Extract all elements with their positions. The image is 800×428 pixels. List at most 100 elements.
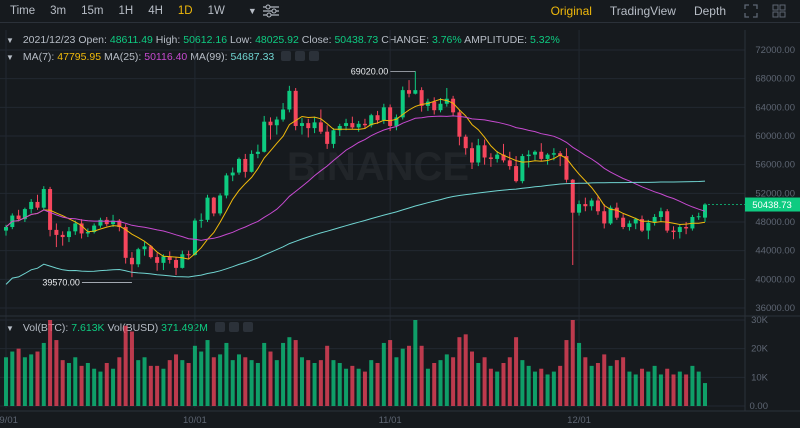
tf-3m[interactable]: 3m: [50, 5, 67, 17]
candle-body: [299, 123, 304, 126]
volume-bar: [589, 365, 594, 406]
change-label: CHANGE:: [381, 34, 430, 46]
volume-bar: [526, 365, 531, 406]
candle-body: [243, 158, 248, 172]
view-original[interactable]: Original: [550, 4, 592, 18]
candle-body: [470, 148, 474, 163]
candle-body: [507, 160, 512, 167]
candle-date: 2021/12/23: [22, 34, 76, 46]
candle-body: [22, 209, 27, 220]
volume-bar: [658, 374, 663, 406]
candle-body: [148, 246, 153, 258]
price-tick-label: 52000.00: [755, 188, 795, 199]
fullscreen-icon[interactable]: [744, 4, 758, 18]
collapse-volume-icon[interactable]: ▼: [6, 324, 14, 333]
candle-body: [16, 215, 21, 220]
volume-bar: [507, 357, 512, 406]
volume-bar: [142, 357, 147, 406]
candle-body: [583, 204, 588, 207]
eye-icon[interactable]: [281, 51, 292, 61]
volume-bar: [155, 365, 160, 406]
candle-body: [696, 216, 701, 218]
volume-bar: [381, 342, 386, 406]
close-icon[interactable]: [309, 51, 320, 61]
volume-bar: [318, 360, 323, 406]
candle-body: [602, 211, 607, 224]
candle-body: [274, 119, 279, 126]
vol-btc-value: 7.613K: [71, 322, 105, 334]
ma25-value: 50116.40: [144, 51, 188, 63]
candle-body: [413, 90, 418, 94]
candle-body: [199, 219, 204, 221]
volume-bar: [199, 351, 204, 406]
volume-bar: [205, 340, 210, 406]
collapse-ohlc-icon[interactable]: ▼: [6, 36, 14, 45]
price-tick-label: 72000.00: [755, 45, 795, 56]
volume-bar: [602, 354, 607, 406]
vol-btc-label: Vol(BTC):: [22, 322, 69, 334]
date-tick-label: 10/01: [183, 415, 207, 426]
view-depth[interactable]: Depth: [693, 4, 726, 18]
volume-bar: [325, 345, 330, 406]
volume-bar: [684, 374, 689, 406]
candle-body: [155, 257, 160, 263]
vol-busd-value: 371.492M: [161, 322, 208, 334]
grid-layout-icon[interactable]: [772, 4, 786, 18]
volume-bar: [394, 357, 399, 406]
candle-body: [230, 172, 235, 176]
volume-bar: [608, 365, 613, 406]
price-tick-label: 44000.00: [755, 246, 795, 257]
ma25-line: [5, 115, 706, 241]
vol-settings-icon[interactable]: [228, 322, 239, 332]
volume-bar: [79, 365, 84, 406]
tf-1w[interactable]: 1W: [207, 5, 225, 17]
volume-bar: [344, 368, 349, 406]
toolbar-divider: [0, 22, 800, 23]
candle-body: [192, 220, 197, 255]
candle-body: [98, 219, 103, 226]
vol-eye-icon[interactable]: [214, 322, 225, 332]
candle-body: [545, 154, 550, 159]
volume-bar: [287, 337, 292, 406]
tf-4h[interactable]: 4H: [148, 5, 163, 17]
candle-body: [438, 103, 443, 111]
candle-body: [281, 109, 286, 120]
change-value: 3.76%: [431, 34, 462, 46]
volume-bar: [16, 348, 21, 406]
tf-1d[interactable]: 1D: [177, 5, 193, 17]
volume-bar: [306, 360, 311, 406]
settings-icon[interactable]: [295, 51, 306, 61]
more-timeframes-icon[interactable]: ▼: [247, 6, 257, 16]
candle-body: [375, 115, 380, 121]
volume-bar: [293, 340, 298, 406]
candle-body: [608, 207, 613, 224]
volume-bar: [85, 363, 90, 406]
volume-bar: [470, 351, 474, 406]
price-tick-label: 40000.00: [755, 274, 795, 285]
tf-time[interactable]: Time: [10, 5, 36, 17]
volume-bar: [111, 368, 116, 406]
volume-bar: [218, 354, 223, 406]
tf-1h[interactable]: 1H: [118, 5, 134, 17]
candle-body: [10, 215, 15, 228]
candle-body: [520, 156, 525, 182]
volume-bar: [237, 354, 241, 406]
volume-bar: [167, 360, 172, 406]
volume-bar: [161, 368, 166, 406]
date-tick-label: 11/01: [379, 415, 402, 426]
indicator-settings-icon[interactable]: [262, 4, 280, 18]
volume-bar: [117, 357, 122, 406]
candle-body: [180, 254, 185, 268]
view-tradingview[interactable]: TradingView: [609, 4, 676, 18]
volume-bar: [66, 363, 71, 406]
tf-15m[interactable]: 15m: [81, 5, 104, 17]
amplitude-value: 5.32%: [530, 34, 560, 46]
candle-body: [174, 259, 179, 268]
candle-body: [186, 254, 191, 256]
volume-bar: [337, 363, 342, 406]
candle-body: [665, 211, 670, 231]
candle-body: [325, 131, 330, 144]
vol-close-icon[interactable]: [242, 322, 253, 332]
collapse-ma-icon[interactable]: ▼: [6, 53, 14, 62]
